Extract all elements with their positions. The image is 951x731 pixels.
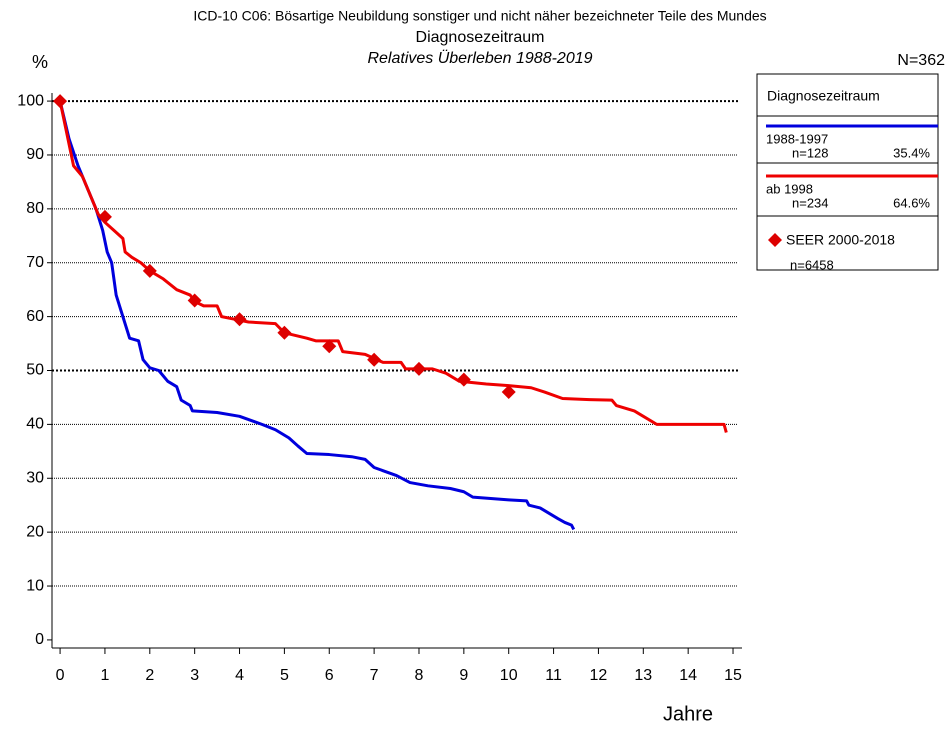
x-tick-label: 5: [280, 667, 289, 684]
x-tick-label: 9: [459, 667, 468, 684]
legend-title: Diagnosezeitraum: [767, 88, 880, 104]
y-tick-label: 0: [35, 631, 44, 648]
data-point: [322, 339, 337, 354]
y-axis-label: %: [32, 52, 48, 72]
legend-label: ab 1998: [766, 181, 813, 196]
x-tick-label: 6: [325, 667, 334, 684]
data-point: [187, 293, 202, 308]
y-tick-label: 30: [26, 469, 44, 486]
data-point: [97, 209, 112, 224]
x-tick-label: 8: [415, 667, 424, 684]
chart-subtitle: Diagnosezeitraum: [416, 29, 545, 46]
data-point: [367, 352, 382, 367]
legend-box: [756, 73, 939, 271]
legend-count: n=234: [792, 195, 829, 210]
legend-label: 1988-1997: [766, 131, 828, 146]
y-tick-label: 40: [26, 416, 44, 433]
data-point: [456, 372, 471, 387]
y-tick-label: 60: [26, 308, 44, 325]
y-tick-label: 10: [26, 577, 44, 594]
legend-count: n=128: [792, 145, 829, 160]
x-tick-label: 11: [545, 667, 562, 684]
line-series: [58, 100, 728, 433]
chart-subtitle: Relatives Überleben 1988-2019: [367, 49, 592, 67]
x-tick-label: 7: [370, 667, 379, 684]
y-tick-label: 100: [17, 92, 44, 109]
legend-count: n=6458: [790, 257, 834, 272]
chart-title: ICD-10 C06: Bösartige Neubildung sonstig…: [193, 8, 766, 24]
x-tick-label: 14: [679, 667, 697, 684]
total-label: N=362: [897, 52, 945, 69]
line-series: [58, 100, 576, 531]
y-tick-label: 20: [26, 523, 44, 540]
data-point: [142, 263, 157, 278]
x-tick-label: 15: [724, 667, 742, 684]
legend-share: 64.6%: [893, 195, 930, 210]
x-tick-label: 1: [100, 667, 109, 684]
data-point: [277, 325, 292, 340]
x-tick-label: 13: [634, 667, 652, 684]
x-tick-label: 3: [190, 667, 199, 684]
data-point: [53, 94, 68, 109]
legend-share: 35.4%: [893, 145, 930, 160]
legend-label: SEER 2000-2018: [786, 232, 895, 248]
y-tick-label: 90: [26, 146, 44, 163]
x-tick-label: 12: [590, 667, 608, 684]
data-point: [501, 385, 516, 400]
y-tick-label: 80: [26, 200, 44, 217]
y-tick-label: 50: [26, 362, 44, 379]
x-tick-label: 10: [500, 667, 518, 684]
x-tick-label: 2: [145, 667, 154, 684]
x-axis-label: Jahre: [663, 703, 713, 725]
data-point: [232, 312, 247, 327]
x-tick-label: 4: [235, 667, 244, 684]
data-point: [411, 361, 426, 376]
legend-marker: [768, 233, 782, 247]
x-tick-label: 0: [56, 667, 65, 684]
y-tick-label: 70: [26, 254, 44, 271]
